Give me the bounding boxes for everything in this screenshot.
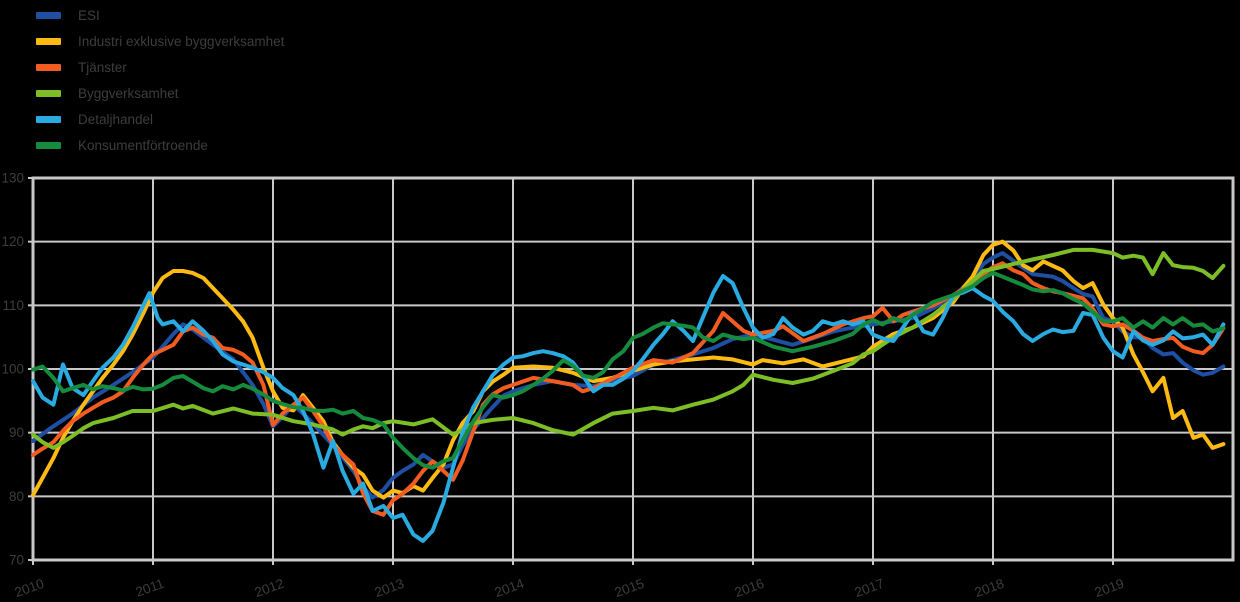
legend-swatch-icon [36,89,61,97]
x-axis-label: 2010 [13,576,46,600]
y-axis-label: 110 [2,298,24,313]
x-axis-label: 2016 [733,576,766,600]
legend-label: Konsumentförtroende [78,137,208,153]
x-axis-label: 2015 [613,576,646,600]
y-axis-label: 100 [1,362,24,377]
legend-label: Tjänster [78,59,127,75]
legend: ESI Industri exklusive byggverksamhet Tjän… [36,2,284,158]
series-line-byggverksamhet [31,247,1226,450]
x-axis-label: 2019 [1093,576,1126,600]
legend-item: Konsumentförtroende [36,132,284,158]
legend-item: Detaljhandel [36,106,284,132]
series-line-industri-exklusive-byggverksamhet [31,239,1226,500]
x-axis-label: 2011 [134,576,166,600]
legend-swatch-icon [36,63,61,71]
y-axis-label: 80 [9,489,24,504]
y-axis-label: 90 [9,425,24,440]
legend-swatch-icon [36,141,61,149]
legend-swatch-icon [36,37,61,45]
x-axis-label: 2014 [493,576,527,601]
legend-label: Industri exklusive byggverksamhet [78,33,285,49]
x-axis-label: 2012 [253,576,286,600]
legend-label: ESI [78,7,100,23]
legend-item: ESI [36,2,284,28]
x-axis-label: 2013 [373,576,406,600]
x-axis-label: 2017 [853,576,886,600]
x-axis-label: 2018 [973,576,1006,600]
y-axis-label: 70 [9,553,24,568]
legend-item: Industri exklusive byggverksamhet [36,28,284,54]
legend-swatch-icon [36,11,61,19]
series-line-detaljhandel [31,274,1226,543]
legend-label: Detaljhandel [78,111,154,127]
y-axis-label: 130 [1,171,24,186]
legend-label: Byggverksamhet [78,85,179,101]
legend-swatch-icon [36,115,61,123]
legend-item: Tjänster [36,54,284,80]
y-axis-label: 120 [1,234,24,249]
series-line-konsumentf-rtroende [31,270,1226,470]
legend-item: Byggverksamhet [36,80,284,106]
